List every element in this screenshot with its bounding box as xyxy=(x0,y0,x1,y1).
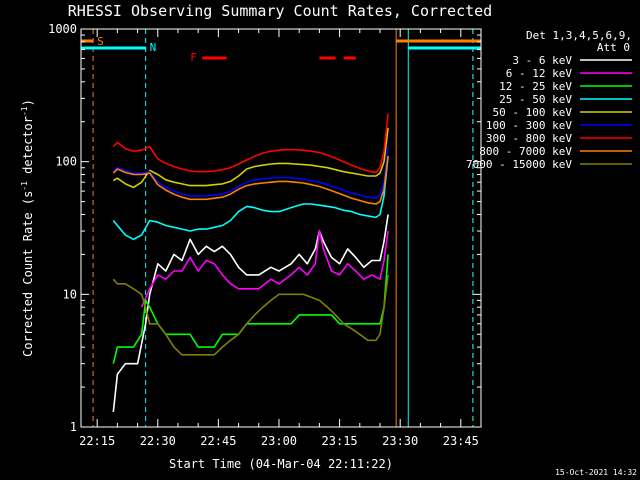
x-tick-label: 22:45 xyxy=(200,434,236,448)
y-axis-label-sup1: -1 xyxy=(20,181,29,191)
series-line-6 xyxy=(112,146,389,199)
series-group xyxy=(81,29,481,427)
x-axis-label: Start Time (04-Mar-04 22:11:22) xyxy=(169,457,393,471)
y-axis-label-part1: Corrected Count Rate (s xyxy=(21,191,35,357)
legend-label: 50 - 100 keV xyxy=(493,106,573,119)
legend-label: 12 - 25 keV xyxy=(499,80,572,93)
legend-label: 3 - 6 keV xyxy=(512,54,572,67)
footer-timestamp: 15-Oct-2021 14:32 xyxy=(555,468,637,477)
y-tick-label: 1 xyxy=(70,420,77,434)
saa-label: S xyxy=(97,35,104,48)
series-line-5 xyxy=(112,127,389,189)
legend-label: 25 - 50 keV xyxy=(499,93,572,106)
y-tick-label: 1000 xyxy=(48,22,77,36)
legend-label: 7000 - 15000 keV xyxy=(466,158,572,171)
series-line-7 xyxy=(112,113,389,174)
y-tick-label: 10 xyxy=(63,287,77,301)
series-line-1 xyxy=(112,214,389,412)
legend-label: 300 - 800 keV xyxy=(486,132,572,145)
x-axis: 22:15 22:30 22:45 23:00 23:15 23:30 23:45 xyxy=(79,29,482,448)
x-tick-label: 23:45 xyxy=(443,434,479,448)
legend-title-line1: Det 1,3,4,5,6,9, xyxy=(526,29,632,42)
night-label: N xyxy=(150,41,157,54)
x-tick-label: 22:30 xyxy=(140,434,176,448)
series-line-3 xyxy=(112,254,389,364)
y-axis: 1 10 100 1000 xyxy=(48,22,481,434)
flare-label: F xyxy=(190,51,197,64)
y-axis-label-part3: ) xyxy=(21,99,35,106)
legend-title-line2: Att 0 xyxy=(597,41,630,54)
legend-label: 6 - 12 keV xyxy=(506,67,573,80)
y-axis-label-sup2: -1 xyxy=(20,106,29,116)
x-tick-label: 23:15 xyxy=(322,434,358,448)
plot-area: S N F xyxy=(81,29,481,427)
series-line-9 xyxy=(112,274,389,356)
series-line-4 xyxy=(112,156,389,241)
chart-title: RHESSI Observing Summary Count Rates, Co… xyxy=(68,2,492,20)
plot-frame xyxy=(80,28,482,428)
x-tick-label: 23:00 xyxy=(261,434,297,448)
x-tick-label: 23:30 xyxy=(382,434,418,448)
y-tick-label: 100 xyxy=(55,155,77,169)
legend-label: 800 - 7000 keV xyxy=(479,145,572,158)
y-axis-label-part2: detector xyxy=(21,116,35,181)
series-line-8 xyxy=(112,156,389,205)
series-line-2 xyxy=(140,230,389,308)
x-tick-label: 22:15 xyxy=(79,434,115,448)
legend-label: 100 - 300 keV xyxy=(486,119,572,132)
y-axis-label: Corrected Count Rate (s-1 detector-1) xyxy=(20,99,35,357)
